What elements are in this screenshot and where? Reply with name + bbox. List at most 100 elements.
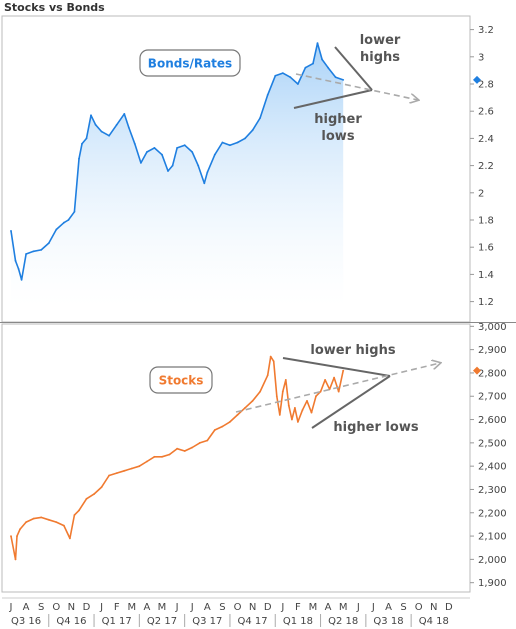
stocks-data-point (244, 407, 246, 409)
bonds-data-point (90, 114, 92, 117)
bonds-data-point (191, 151, 194, 153)
stocks-data-point (19, 528, 21, 530)
month-tick-label: F (295, 602, 301, 613)
month-tick-label: N (430, 602, 437, 613)
stocks-data-point (278, 414, 281, 416)
stocks-ytick-label: 2,900 (478, 345, 507, 356)
bonds-data-point (47, 242, 50, 245)
quarter-tick-label: Q1 18 (283, 616, 313, 627)
bonds-data-point (108, 134, 110, 137)
stocks-data-point (294, 407, 296, 409)
bonds-ytick-label: 3.2 (478, 25, 494, 36)
stocks-data-point (183, 450, 186, 452)
bonds-data-point (229, 144, 231, 147)
bonds-data-point (244, 137, 246, 140)
stocks-data-point (291, 418, 293, 421)
stocks-data-point (176, 447, 179, 450)
month-tick-label: M (309, 602, 318, 613)
stocks-data-point (284, 379, 287, 381)
month-tick-label: O (52, 602, 60, 613)
quarter-tick-label: Q3 16 (11, 616, 41, 627)
bonds-data-point (127, 126, 130, 129)
stocks-data-point (69, 537, 71, 540)
month-tick-label: M (158, 602, 167, 613)
stocks-lower-highs-annotation: lower highs (310, 343, 395, 358)
bonds-data-point (321, 58, 323, 61)
bonds-data-point (197, 164, 200, 167)
month-tick-label: M (339, 602, 348, 613)
quarter-tick-label: Q2 17 (147, 616, 177, 627)
bonds-lower-highs-annotation: lower highs (360, 33, 401, 65)
stocks-data-point (191, 446, 194, 449)
stocks-lower-highs-line (282, 357, 391, 377)
month-tick-label: J (371, 602, 375, 613)
stocks-data-point (324, 379, 326, 381)
bonds-data-point (85, 137, 88, 140)
month-tick-label: A (385, 602, 392, 613)
bonds-data-point (133, 142, 136, 145)
stocks-data-point (206, 439, 209, 442)
stocks-data-point (269, 355, 272, 358)
quarter-tick-label: Q4 18 (419, 616, 449, 627)
month-tick-label: D (445, 602, 453, 613)
stocks-series-line (10, 355, 344, 561)
bonds-data-point (78, 157, 80, 160)
bonds-data-point (63, 221, 65, 224)
stocks-data-point (130, 467, 133, 470)
quarter-tick-label: Q3 17 (192, 616, 222, 627)
bonds-last-value-marker (473, 75, 481, 84)
bonds-ytick-label: 2.4 (478, 134, 494, 145)
month-tick-label: J (280, 602, 284, 613)
stocks-ytick-label: 2,700 (478, 392, 507, 403)
stocks-data-point (236, 414, 239, 416)
bonds-data-point (81, 142, 83, 145)
bonds-lower-highs-line (334, 46, 373, 91)
stocks-data-point (342, 369, 345, 372)
month-tick-label: J (356, 602, 360, 613)
bonds-data-point (167, 170, 169, 172)
stocks-data-point (333, 376, 335, 379)
stocks-last-value-marker (473, 366, 481, 375)
stocks-data-point (281, 390, 284, 393)
stocks-data-point (213, 429, 216, 431)
bonds-data-point (259, 117, 261, 119)
bonds-data-point (266, 94, 269, 96)
month-tick-label: D (83, 602, 91, 613)
bonds-ytick-label: 3 (478, 52, 484, 63)
bonds-higher-lows-line (293, 89, 373, 109)
quarter-tick-label: Q4 17 (238, 616, 268, 627)
stocks-data-point (337, 390, 340, 393)
stocks-data-point (115, 472, 118, 474)
stocks-data-point (63, 524, 65, 527)
bonds-data-point (236, 141, 239, 144)
stocks-data-point (25, 521, 27, 523)
quarter-tick-label: Q2 18 (328, 616, 358, 627)
stocks-higher-lows-line (311, 375, 391, 429)
stocks-data-point (310, 411, 313, 414)
stocks-data-point (73, 514, 76, 516)
bonds-data-point (55, 228, 58, 231)
bonds-data-point (221, 141, 224, 144)
bonds-data-point (67, 219, 70, 221)
stocks-trend-arrow (235, 363, 440, 413)
bonds-ytick-label: 2.6 (478, 107, 494, 118)
month-tick-label: J (190, 602, 194, 613)
stocks-data-point (146, 460, 148, 463)
bonds-data-point (20, 278, 23, 281)
bonds-data-point (251, 129, 254, 132)
stocks-ytick-label: 2,600 (478, 415, 507, 426)
month-tick-label: N (249, 602, 256, 613)
quarter-tick-label: Q4 16 (56, 616, 86, 627)
chart-title: Stocks vs Bonds (4, 1, 105, 14)
stocks-data-point (161, 455, 163, 458)
month-tick-label: N (68, 602, 75, 613)
month-tick-label: F (114, 602, 120, 613)
month-tick-label: J (99, 602, 103, 613)
bonds-data-point (161, 153, 163, 156)
bonds-ytick-label: 2.2 (478, 161, 494, 172)
bonds-data-point (289, 76, 292, 79)
stocks-data-point (301, 409, 304, 412)
stocks-data-point (14, 558, 17, 561)
bonds-data-point (171, 164, 174, 167)
bonds-data-point (316, 42, 319, 45)
